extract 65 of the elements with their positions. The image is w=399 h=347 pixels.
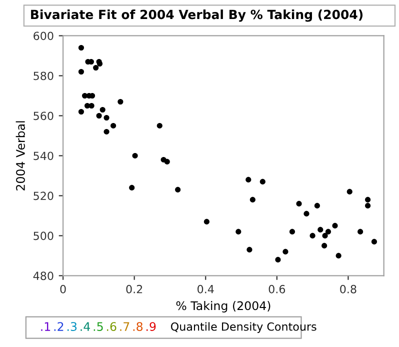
y-tick-label: 500 [34, 232, 54, 240]
point [314, 202, 320, 208]
point [322, 232, 328, 238]
y-axis-title: 2004 Verbal [16, 121, 25, 190]
point [365, 202, 371, 208]
point [88, 102, 94, 109]
point [118, 98, 124, 105]
text: .2 [54, 322, 64, 331]
point [365, 196, 371, 202]
y-tick-label: 560 [34, 112, 54, 120]
point [304, 210, 310, 216]
point [275, 256, 281, 262]
point [289, 228, 296, 234]
x-axis-title: % Taking (2004) [176, 301, 270, 312]
point [175, 186, 181, 192]
point [250, 196, 256, 202]
point [164, 158, 170, 164]
text: .3 [67, 322, 77, 331]
y-tick-label: 600 [34, 32, 54, 40]
y-tick-label: 580 [34, 72, 54, 80]
point [260, 178, 266, 184]
y-tick-label: 520 [34, 192, 54, 200]
point [100, 106, 106, 113]
point [104, 128, 110, 134]
text: .7 [120, 322, 130, 331]
text: .9 [146, 322, 156, 331]
point [371, 238, 377, 244]
point [310, 232, 316, 238]
text: .5 [94, 322, 103, 331]
y-tick-label: 540 [34, 152, 54, 160]
point [246, 246, 252, 252]
point [246, 176, 252, 182]
text: .4 [80, 322, 90, 331]
point [322, 242, 328, 248]
point [104, 114, 110, 120]
point [204, 218, 210, 224]
y-tick-label: 480 [33, 272, 54, 280]
chart-title: Bivariate Fit of 2004 Verbal By % Taking (2004) [31, 10, 363, 22]
point [325, 228, 332, 234]
x-tick-label: 0 [60, 284, 66, 294]
x-tick-label: 0.6 [268, 284, 286, 294]
text: .8 [133, 322, 143, 331]
point [78, 108, 84, 115]
point [358, 228, 364, 234]
x-tick-label: 0.2 [126, 284, 142, 294]
text: .1 [41, 322, 50, 331]
point [336, 252, 342, 258]
point [93, 64, 99, 71]
point [318, 226, 324, 232]
point [78, 44, 84, 51]
point [132, 152, 138, 158]
point [332, 222, 338, 228]
point [346, 188, 352, 194]
x-tick-label: 0.8 [340, 284, 356, 294]
text: .6 [106, 322, 116, 331]
point [78, 68, 84, 75]
point [236, 228, 242, 234]
point [156, 122, 162, 128]
text: Quantile Density Contours [170, 322, 316, 333]
x-tick-label: 0.4 [198, 284, 214, 294]
point [96, 112, 102, 118]
point [129, 184, 135, 190]
point [110, 122, 116, 128]
point [296, 200, 302, 206]
point [282, 248, 288, 254]
